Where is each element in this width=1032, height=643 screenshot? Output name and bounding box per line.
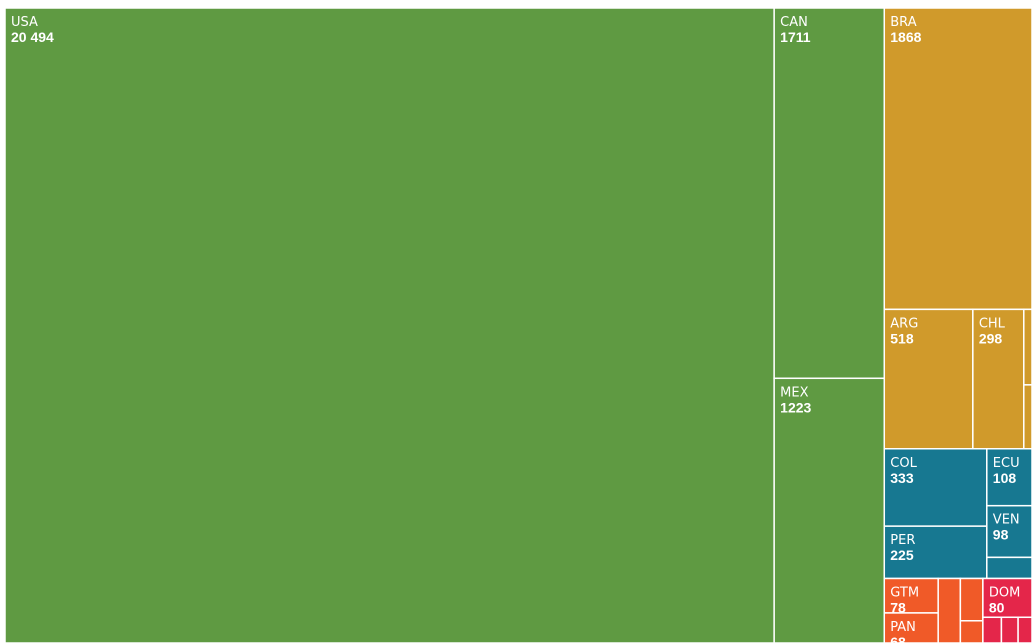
cell [773, 7, 886, 380]
cell-name: MEX [780, 385, 808, 400]
cell [982, 577, 1032, 619]
cell-value: 1223 [780, 399, 811, 415]
cell-name: ARG [890, 316, 918, 331]
cell-name: VEN [993, 513, 1020, 528]
cell-name: USA [11, 15, 38, 30]
cell-name: PER [890, 533, 915, 548]
cell-name: COL [890, 456, 917, 471]
cell [4, 7, 775, 643]
cell [773, 377, 886, 643]
cell-name: BRA [890, 15, 916, 30]
cell [937, 577, 962, 643]
cell-value: 80 [989, 599, 1005, 615]
cell [959, 577, 984, 622]
cell [1017, 616, 1032, 643]
cell [1023, 308, 1032, 386]
cell [1000, 616, 1019, 643]
cell-value: 518 [890, 330, 914, 346]
cell [883, 525, 988, 580]
cell [986, 504, 1032, 559]
cell [883, 7, 1032, 311]
cell [986, 556, 1032, 580]
cell-value: 98 [993, 527, 1009, 543]
cell-value: 333 [890, 470, 914, 486]
cell-name: PAN [890, 620, 916, 635]
cell-value: 1711 [780, 29, 811, 45]
cell [972, 308, 1025, 450]
cell-value: 20 494 [11, 29, 54, 45]
cell-value: 298 [979, 330, 1003, 346]
cell-value: 1868 [890, 29, 921, 45]
cell-name: GTM [890, 585, 919, 600]
cell [986, 448, 1032, 507]
cell-value: 68 [890, 634, 906, 643]
cell [959, 620, 984, 643]
cell-value: 225 [890, 547, 914, 563]
cell-name: CAN [780, 15, 808, 30]
cell [1023, 384, 1032, 450]
cell-name: CHL [979, 316, 1006, 331]
cell-name: ECU [993, 456, 1020, 471]
cell-value: 78 [890, 599, 906, 615]
cell [982, 616, 1003, 643]
cell-value: 108 [993, 470, 1017, 486]
cell-name: DOM [989, 585, 1020, 600]
